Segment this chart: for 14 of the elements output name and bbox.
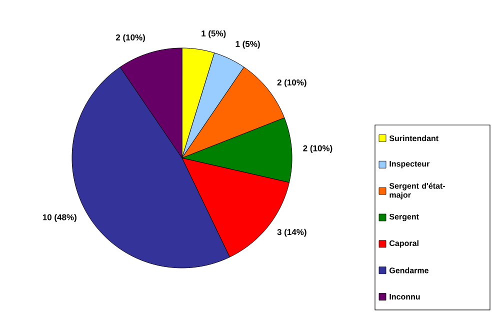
data-label: 10 (48%) xyxy=(42,214,76,222)
data-label: 1 (5%) xyxy=(236,40,260,49)
data-label: 2 (10%) xyxy=(116,34,145,42)
data-label: 2 (10%) xyxy=(303,145,332,153)
legend-label: Sergent xyxy=(389,214,419,222)
legend-label: Sergent d'état-major xyxy=(389,182,445,200)
data-label: 1 (5%) xyxy=(202,30,226,38)
legend-label: Surintendant xyxy=(389,135,438,142)
legend-label: Gendarme xyxy=(390,267,428,274)
legend-label: Inconnu xyxy=(390,294,420,300)
data-label: 2 (10%) xyxy=(277,79,306,88)
legend-label: Inspecteur xyxy=(390,161,430,168)
legend-label: Caporal xyxy=(390,240,418,248)
data-label: 3 (14%) xyxy=(277,228,306,237)
